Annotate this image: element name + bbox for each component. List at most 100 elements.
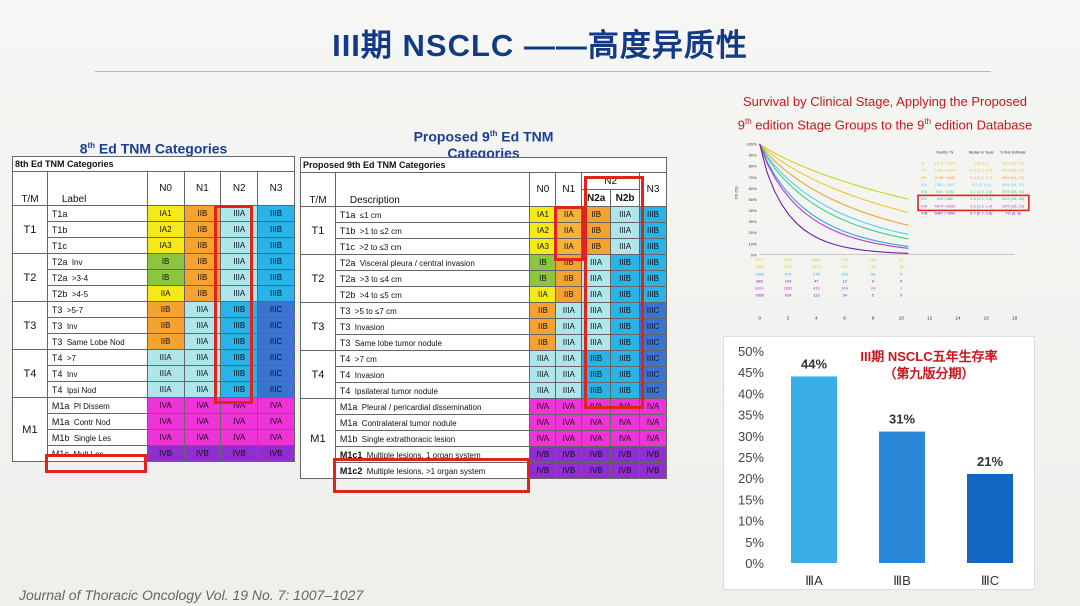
stage-cell: IIA <box>529 286 557 303</box>
risk-table-value: 194 <box>785 278 792 283</box>
stage-cell: IIIB <box>257 205 295 222</box>
stage-cell: IIIA <box>220 205 259 222</box>
stage-cell: IIA <box>555 206 583 223</box>
table-row: T1c >2 to ≤3 cm IA3 IIA IIB IIIA IIIB <box>301 238 667 255</box>
y-tick-label: 25% <box>738 450 764 465</box>
stage-cell: IIB <box>183 221 222 238</box>
tm-group-label: T1 <box>12 205 48 254</box>
risk-table-value: 116 <box>841 271 848 276</box>
category-label: T3 Same lobe tumor nodule <box>334 334 531 351</box>
stage-cell: IIIA <box>555 382 583 399</box>
legend-median: 2.1 (1.9, 2.4) <box>970 189 993 194</box>
highlight-iiib-iiic-legend <box>917 194 1030 212</box>
stage-cell: IIIA <box>220 285 259 302</box>
table-row: T1c IA3 IIB IIIA IIIB <box>13 237 295 254</box>
stage-cell: IIIB <box>257 269 295 286</box>
stage-cell: IIB <box>183 253 222 270</box>
category-label: T1b >1 to ≤2 cm <box>334 222 531 239</box>
y-tick-label: 40% <box>749 208 757 213</box>
stage-cell: IIIA <box>529 366 557 383</box>
tm-group-label: T2 <box>12 253 48 302</box>
stage-cell: IVB <box>610 446 641 463</box>
data-label: 44% <box>801 356 827 371</box>
tm-group-label: T3 <box>300 302 336 351</box>
stage-cell: IIIB <box>610 382 641 399</box>
y-tick-label: 40% <box>738 386 764 401</box>
stage-cell: IIB <box>183 237 222 254</box>
risk-table-value: 674 <box>785 271 792 276</box>
table-row: T1 T1a ≤1 cm IA1 IIA IIB IIIA IIIB <box>300 206 667 255</box>
y-tick-label: 15% <box>738 492 764 507</box>
stage-cell: IA3 <box>146 237 185 254</box>
y-tick-label: 90% <box>749 153 757 158</box>
stage-cell: IIIA <box>581 254 612 271</box>
legend-stage: IVB <box>921 210 928 215</box>
table-row: T1b IA2 IIB IIIA IIIB <box>13 221 295 238</box>
stage-cell: IIB <box>183 269 222 286</box>
stage-cell: IIIA <box>555 366 583 383</box>
bar <box>967 473 1013 563</box>
risk-table-value: 882 <box>756 278 763 283</box>
y-tick-label: 0% <box>751 252 757 257</box>
category-label: M1c2 Multiple lesions, >1 organ system <box>334 462 531 479</box>
risk-table-value: 1474 <box>812 264 822 269</box>
survival-curve <box>759 143 909 247</box>
stage-cell: IIIB <box>610 318 641 335</box>
stage-cell: IVA <box>639 398 667 415</box>
category-label: M1b Single Les <box>46 429 148 446</box>
stage-cell: IIIA <box>610 206 641 223</box>
category-label: T2a >3 to ≤4 cm <box>334 270 531 287</box>
legend-estimate: 7% (6, 8) <box>1005 210 1022 215</box>
category-label: T4 Invasion <box>334 366 531 383</box>
survival-curve <box>759 143 909 240</box>
stage-cell: IIB <box>555 286 583 303</box>
stage-cell: IIIA <box>183 381 222 398</box>
col-n1: N1 <box>183 171 222 206</box>
x-tick-label: 10 <box>899 316 905 322</box>
chart-title: III期 NSCLC五年生存率 <box>860 349 997 364</box>
category-label: M1c1 Multiple lesions, 1 organ system <box>334 446 531 463</box>
legend-median: 3.2 (3, 3.4) <box>972 182 992 187</box>
col-n3: N3 <box>639 172 667 207</box>
page-title: III期 NSCLC ——高度异质性 <box>332 28 748 63</box>
stage-cell: IIIC <box>257 381 295 398</box>
risk-table-value: 7899 <box>755 293 764 298</box>
risk-table-value: 1692 <box>784 286 793 291</box>
stage-cell: IVB <box>581 446 612 463</box>
risk-table-value: 4050 <box>784 257 794 262</box>
stage-cell: IVA <box>555 430 583 447</box>
table-row: M1c Mult Les IVB IVB IVB IVB <box>13 445 295 462</box>
table-row: T4 T4 >7 cm IIIA IIIA IIIB IIIB IIIC <box>300 350 667 399</box>
stage-cell: IVB <box>183 445 222 462</box>
x-tick-label: ⅢB <box>893 573 911 588</box>
table-row: M1c2 Multiple lesions, >1 organ system IV… <box>301 462 667 479</box>
stage-cell: IIIA <box>183 365 222 382</box>
legend-stage: IIIC <box>921 196 927 201</box>
stage-cell: IVB <box>639 462 667 479</box>
category-label: T2a Visceral pleura / central invasion <box>334 254 531 271</box>
y-tick-label: 70% <box>749 175 757 180</box>
x-tick-label: 2 <box>787 316 790 322</box>
stage-cell: IIIC <box>257 333 295 350</box>
stage-cell: IA3 <box>529 238 557 255</box>
category-label: M1a Contr Nod <box>46 413 148 430</box>
legend-stage: IIIA <box>921 182 927 187</box>
stage-cell: IVA <box>610 430 641 447</box>
table-row: M1a Contralateral tumor nodule IVA IVA IVA I… <box>301 414 667 431</box>
risk-table-value: 24 <box>842 293 847 298</box>
category-label: M1b Single extrathoracic lesion <box>334 430 531 447</box>
stage-cell: IIIC <box>639 350 667 367</box>
stage-cell: IIIA <box>220 221 259 238</box>
legend-header: Deaths / N <box>937 150 954 154</box>
stage-cell: IIIB <box>220 301 259 318</box>
stage-cell: IVA <box>639 430 667 447</box>
risk-table-value: 924 <box>785 293 792 298</box>
table-row: M1a Contr Nod IVA IVA IVA IVA <box>13 413 295 430</box>
stage-cell: IVA <box>529 398 557 415</box>
stage-cell: IIIA <box>146 365 185 382</box>
risk-table-value: 32 <box>899 257 903 262</box>
risk-table-value: 4295 <box>755 264 765 269</box>
stage-cell: IIIB <box>610 350 641 367</box>
stage-cell: IVA <box>581 414 612 431</box>
stage-cell: IA1 <box>529 206 557 223</box>
